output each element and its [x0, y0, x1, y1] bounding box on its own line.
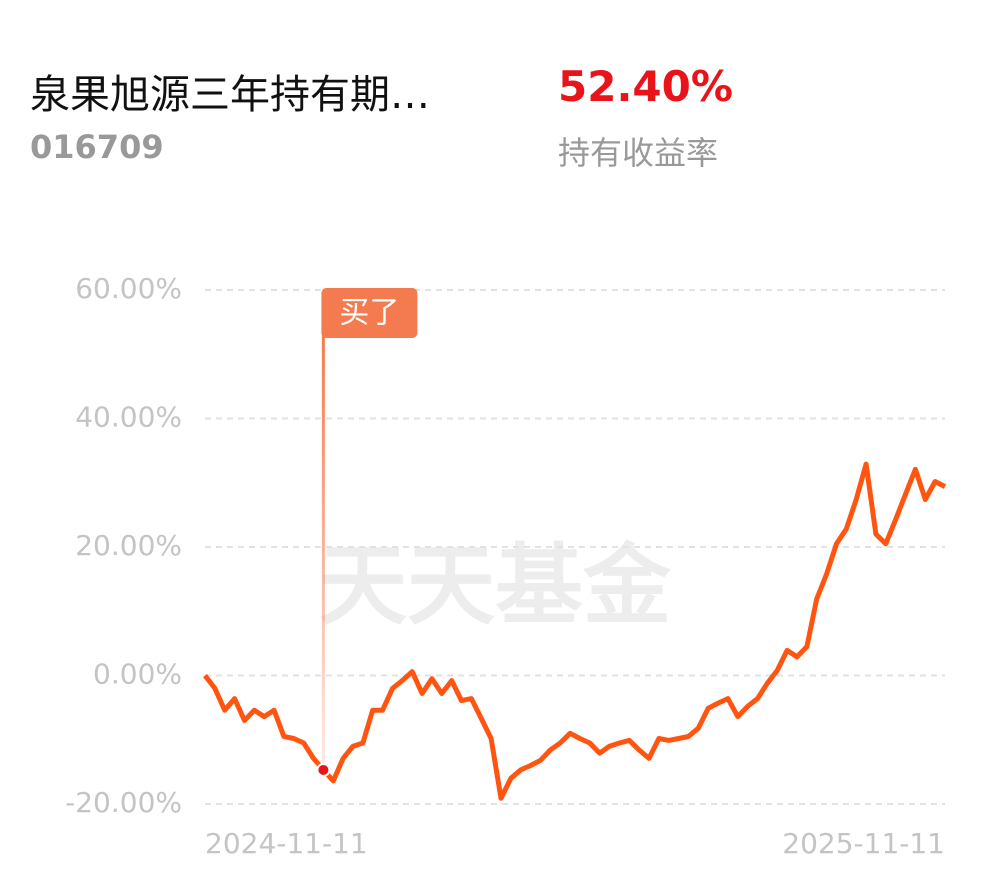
buy-point [316, 762, 331, 777]
x-tick-label: 2024-11-11 [205, 827, 368, 860]
y-tick-label: 60.00% [75, 272, 182, 305]
y-tick-label: 20.00% [75, 529, 182, 562]
annotation-box [321, 288, 418, 338]
fund-code: 016709 [30, 128, 164, 166]
watermark: 天天基金 [319, 534, 672, 637]
annotation-stem [321, 335, 325, 770]
line [203, 461, 947, 801]
x-tick-label: 2025-11-11 [782, 827, 945, 860]
fund-name: 泉果旭源三年持有期… [30, 72, 430, 118]
y-tick-label: 0.00% [93, 658, 182, 691]
return-label: 持有收益率 [558, 134, 719, 172]
annotation-label: 买了 [339, 296, 399, 331]
return-value: 52.40% [558, 62, 733, 111]
y-tick-label: 40.00% [75, 401, 182, 434]
y-tick-label: -20.00% [65, 786, 182, 819]
